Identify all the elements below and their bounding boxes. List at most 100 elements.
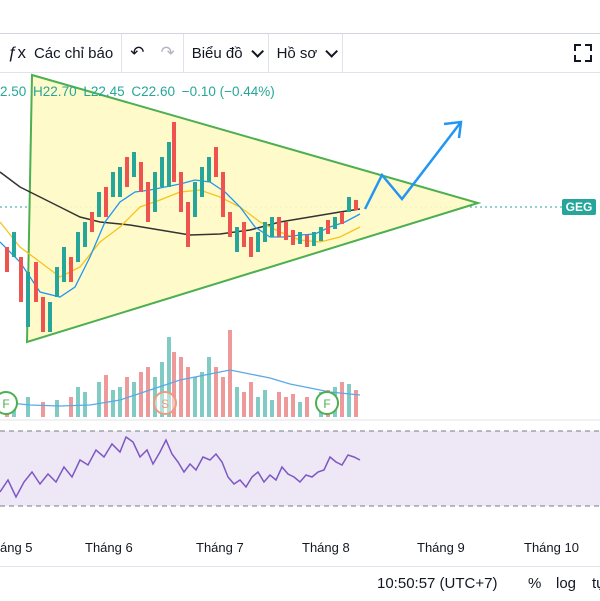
volume-bar — [186, 367, 190, 417]
indicators-button[interactable]: ƒx Các chỉ báo — [0, 34, 121, 72]
candle — [111, 172, 115, 197]
corner-bl — [574, 55, 581, 62]
volume-bar — [256, 397, 260, 417]
fullscreen-icon[interactable] — [574, 44, 592, 62]
volume-bar — [111, 390, 115, 417]
forecast-arrowhead — [443, 120, 463, 139]
candle — [90, 212, 94, 232]
candle — [221, 172, 225, 217]
redo-icon: ↷ — [160, 43, 175, 62]
undo-button[interactable]: ↶ — [122, 34, 152, 72]
volume-bar — [83, 392, 87, 417]
rsi-band — [0, 431, 600, 506]
volume-bar — [160, 362, 164, 417]
volume-bar — [340, 382, 344, 417]
indicators-label: Các chỉ báo — [33, 44, 114, 62]
toolbar-divider — [182, 34, 184, 72]
candle — [200, 167, 204, 197]
volume-bar — [76, 387, 80, 417]
time-axis-label: Tháng 9 — [417, 540, 465, 555]
chart-canvas[interactable]: F S F — [0, 72, 600, 534]
candle — [55, 267, 59, 297]
candle — [277, 217, 281, 237]
candle — [118, 167, 122, 197]
candle — [153, 172, 157, 212]
event-markers: F S F — [0, 391, 339, 415]
redo-button[interactable]: ↷ — [152, 34, 182, 72]
volume-bar — [146, 367, 150, 417]
volume-bar — [214, 367, 218, 417]
volume-bar — [118, 387, 122, 417]
candle — [12, 232, 16, 257]
chart-type-menu[interactable]: Biểu đồ — [184, 34, 268, 72]
candle — [249, 237, 253, 257]
candle — [291, 230, 295, 245]
volume-bar — [277, 392, 281, 417]
candle — [132, 152, 136, 177]
symbol-price-label: GEG — [562, 199, 596, 215]
log-scale-toggle[interactable]: log — [556, 575, 577, 592]
volume-bar — [221, 377, 225, 417]
candle — [104, 187, 108, 217]
triangle-pattern — [25, 73, 482, 344]
corner-tl — [574, 44, 581, 51]
time-axis-label: Tháng 6 — [85, 540, 133, 555]
time-axis[interactable]: áng 5 Tháng 6 Tháng 7 Tháng 8 Tháng 9 Th… — [0, 534, 600, 560]
forecast-arrow — [363, 121, 462, 210]
ohlc-legend: 2.50 H22.70 L22.45 C22.60 −0.10 (−0.44%) — [0, 84, 278, 99]
candle — [235, 227, 239, 252]
chevron-down-icon — [250, 44, 264, 58]
volume-bar — [242, 392, 246, 417]
volume-bars — [5, 330, 358, 417]
volume-bar — [172, 352, 176, 417]
auto-scale-toggle[interactable]: tự — [592, 575, 600, 592]
blue-moving-average — [0, 179, 361, 298]
undo-icon: ↶ — [130, 43, 145, 62]
time-axis-label: áng 5 — [0, 540, 33, 555]
candle — [34, 262, 38, 302]
volume-bar — [104, 375, 108, 417]
candle — [207, 157, 211, 182]
candle — [69, 257, 73, 282]
volume-bar — [97, 382, 101, 417]
rsi-line — [0, 435, 361, 499]
candle — [167, 142, 171, 187]
candle — [62, 247, 66, 282]
candle — [146, 182, 150, 222]
long-moving-average — [0, 171, 361, 236]
candle — [179, 172, 183, 212]
volume-bar — [298, 402, 302, 417]
volume-bar — [55, 400, 59, 417]
time-axis-label: Tháng 10 — [524, 540, 579, 555]
event-marker-label: F — [323, 397, 330, 411]
candle — [319, 227, 323, 241]
candle — [347, 197, 351, 212]
toolbar-divider — [267, 34, 269, 72]
event-marker-f[interactable] — [315, 391, 339, 415]
event-marker-f[interactable] — [0, 391, 18, 415]
candle — [333, 217, 337, 229]
candle — [5, 247, 9, 272]
volume-bar — [179, 357, 183, 417]
candle — [172, 122, 176, 182]
clock-time: 10:50:57 (UTC+7) — [377, 575, 498, 592]
candle — [186, 202, 190, 247]
event-marker-label: F — [2, 397, 9, 411]
volume-bar — [167, 337, 171, 417]
chevron-down-icon — [325, 44, 339, 58]
candle — [193, 182, 197, 217]
volume-bar — [263, 390, 267, 417]
legend-open: 2.50 — [0, 84, 27, 99]
legend-close: C22.60 — [131, 84, 175, 99]
volume-bar — [249, 382, 253, 417]
candle — [298, 232, 302, 244]
percent-scale-toggle[interactable]: % — [528, 575, 542, 592]
volume-bar — [305, 397, 309, 417]
profile-menu[interactable]: Hồ sơ — [269, 34, 343, 72]
time-axis-label: Tháng 8 — [302, 540, 350, 555]
volume-bar — [26, 397, 30, 417]
volume-bar — [139, 372, 143, 417]
volume-bar — [69, 397, 73, 417]
event-marker-s[interactable] — [153, 391, 177, 415]
candle — [76, 232, 80, 262]
